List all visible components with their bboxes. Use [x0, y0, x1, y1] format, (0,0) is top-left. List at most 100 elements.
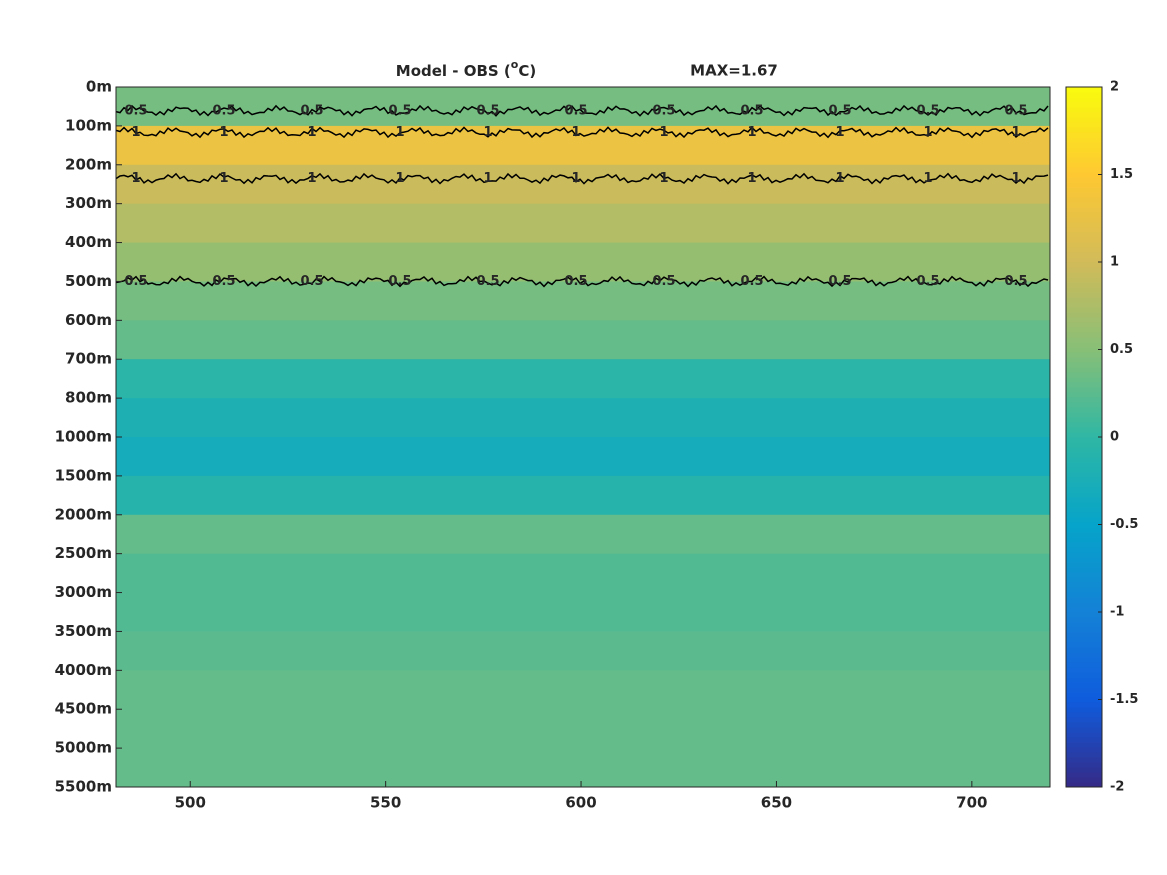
y-tick-label: 4000m: [55, 661, 112, 679]
contour-label: 0.5: [476, 103, 499, 118]
heat-cell: [116, 553, 1050, 594]
contour-label: 1: [571, 125, 580, 140]
colorbar-step: [1066, 502, 1102, 508]
contour-label: 1: [395, 125, 404, 140]
colorbar-step: [1066, 507, 1102, 513]
heat-cell: [116, 203, 1050, 244]
heat-cell: [116, 359, 1050, 399]
colorbar-step: [1066, 587, 1102, 593]
colorbar-step: [1066, 547, 1102, 553]
colorbar-step: [1066, 617, 1102, 623]
colorbar-step: [1066, 452, 1102, 458]
colorbar-step: [1066, 207, 1102, 213]
colorbar-step: [1066, 732, 1102, 738]
contour-label: 0.5: [564, 103, 587, 118]
contour-label: 1: [923, 125, 932, 140]
colorbar-step: [1066, 722, 1102, 728]
x-tick-label: 600: [565, 794, 596, 812]
colorbar-step: [1066, 97, 1102, 103]
colorbar-step: [1066, 417, 1102, 423]
colorbar-step: [1066, 622, 1102, 628]
colorbar-step: [1066, 467, 1102, 473]
colorbar-step: [1066, 177, 1102, 183]
colorbar-step: [1066, 592, 1102, 598]
colorbar-step: [1066, 537, 1102, 543]
colorbar-step: [1066, 392, 1102, 398]
x-tick-label: 550: [370, 794, 401, 812]
contour-label: 0.5: [388, 274, 411, 289]
colorbar-step: [1066, 412, 1102, 418]
colorbar-step: [1066, 462, 1102, 468]
contour-label: 0.5: [740, 103, 763, 118]
colorbar-step: [1066, 132, 1102, 138]
colorbar-step: [1066, 602, 1102, 608]
colorbar-step: [1066, 197, 1102, 203]
colorbar-step: [1066, 637, 1102, 643]
colorbar-step: [1066, 157, 1102, 163]
colorbar-step: [1066, 112, 1102, 118]
y-tick-label: 2500m: [55, 544, 112, 562]
colorbar-step: [1066, 457, 1102, 463]
colorbar-step: [1066, 542, 1102, 548]
contour-label: 0.5: [212, 103, 235, 118]
contour-label: 0.5: [476, 274, 499, 289]
colorbar-step: [1066, 362, 1102, 368]
colorbar-step: [1066, 347, 1102, 353]
y-tick-label: 3000m: [55, 583, 112, 601]
colorbar-step: [1066, 782, 1102, 788]
contour-label: 1: [747, 125, 756, 140]
x-tick-label: 650: [761, 794, 792, 812]
colorbar-step: [1066, 277, 1102, 283]
contour-label: 0.5: [124, 274, 147, 289]
heat-cell: [116, 514, 1050, 555]
contour-label: 0.5: [212, 274, 235, 289]
colorbar-step: [1066, 642, 1102, 648]
heat-cell: [116, 592, 1050, 632]
contour-label: 1: [395, 171, 404, 186]
colorbar-step: [1066, 422, 1102, 428]
colorbar-step: [1066, 117, 1102, 123]
colorbar-step: [1066, 267, 1102, 273]
heat-cell: [116, 125, 1050, 166]
colorbar-step: [1066, 577, 1102, 583]
colorbar-step: [1066, 92, 1102, 98]
colorbar-step: [1066, 757, 1102, 763]
colorbar-step: [1066, 737, 1102, 743]
chart-title: Model - OBS (oC): [396, 58, 536, 80]
colorbar-step: [1066, 302, 1102, 308]
colorbar-tick-label: 0: [1110, 430, 1119, 445]
colorbar-step: [1066, 167, 1102, 173]
colorbar-step: [1066, 297, 1102, 303]
colorbar-step: [1066, 707, 1102, 713]
heat-cell: [116, 242, 1050, 282]
colorbar-step: [1066, 597, 1102, 603]
contour-label: 0.5: [652, 274, 675, 289]
colorbar-step: [1066, 692, 1102, 698]
contour-label: 0.5: [916, 274, 939, 289]
y-tick-label: 700m: [65, 350, 112, 368]
heat-cell: [116, 281, 1050, 321]
y-tick-label: 5500m: [55, 778, 112, 796]
y-tick-label: 800m: [65, 389, 112, 407]
colorbar-step: [1066, 607, 1102, 613]
colorbar-step: [1066, 717, 1102, 723]
colorbar-step: [1066, 272, 1102, 278]
contour-label: 0.5: [388, 103, 411, 118]
colorbar-step: [1066, 387, 1102, 393]
colorbar-step: [1066, 472, 1102, 478]
colorbar-step: [1066, 192, 1102, 198]
colorbar-step: [1066, 432, 1102, 438]
contour-label: 1: [219, 171, 228, 186]
y-tick-label: 1500m: [55, 466, 112, 484]
colorbar-step: [1066, 407, 1102, 413]
colorbar-step: [1066, 102, 1102, 108]
y-tick-label: 3500m: [55, 622, 112, 640]
colorbar-step: [1066, 532, 1102, 538]
colorbar-tick-label: -1.5: [1110, 692, 1138, 707]
colorbar-tick-label: 0.5: [1110, 342, 1133, 357]
contour-line: [115, 172, 1049, 185]
contour-label: 1: [1011, 125, 1020, 140]
contour-line: [115, 104, 1049, 117]
max-label: MAX=1.67: [690, 62, 778, 80]
colorbar-step: [1066, 447, 1102, 453]
